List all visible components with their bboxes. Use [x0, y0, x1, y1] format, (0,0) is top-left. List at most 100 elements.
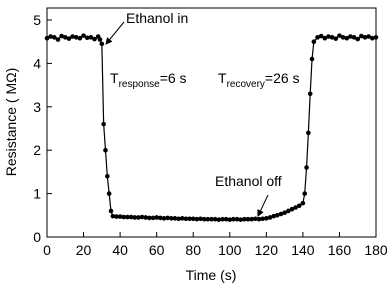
data-point [318, 33, 324, 39]
data-point [333, 36, 339, 41]
data-point [59, 33, 64, 39]
x-tick-label: 60 [149, 242, 165, 258]
data-point [238, 217, 244, 222]
data-point [205, 216, 211, 222]
data-point [271, 213, 276, 219]
data-point [165, 215, 170, 221]
data-point [209, 216, 214, 222]
data-point [110, 213, 116, 219]
data-point [158, 215, 163, 221]
data-point [77, 35, 83, 41]
data-point [105, 173, 110, 179]
data-point [344, 35, 350, 41]
data-point [366, 34, 371, 39]
annotation-symbol: T [218, 70, 227, 86]
data-point [88, 35, 94, 40]
annotation-sub: recovery [227, 79, 265, 90]
x-tick-label: 40 [112, 242, 128, 258]
y-tick-label: 4 [33, 55, 41, 71]
data-point [275, 213, 280, 218]
data-point [106, 191, 112, 196]
data-point [194, 216, 200, 222]
data-point [296, 203, 302, 209]
data-point [125, 214, 130, 220]
data-point [73, 35, 79, 40]
data-point [99, 41, 105, 47]
x-tick-label: 180 [364, 242, 387, 258]
data-point [84, 35, 90, 41]
data-point [373, 35, 379, 40]
data-point [267, 215, 273, 220]
y-axis-label: Resistance ( MΩ) [3, 68, 19, 177]
data-point [70, 34, 75, 39]
data-point [322, 35, 328, 41]
data-point [190, 216, 196, 222]
data-point [66, 36, 72, 41]
data-point [220, 216, 225, 222]
data-point [362, 35, 368, 40]
data-point [52, 35, 57, 40]
data-point [97, 37, 103, 42]
data-point [183, 216, 189, 222]
x-axis-label: Time (s) [186, 267, 237, 283]
data-point [285, 208, 291, 214]
data-point [92, 36, 97, 42]
data-point [256, 216, 262, 222]
data-point [231, 216, 236, 222]
data-point [311, 39, 317, 44]
data-point [161, 216, 167, 221]
data-point [172, 216, 178, 221]
data-point [198, 216, 203, 222]
data-point [359, 33, 364, 39]
y-tick-label: 3 [33, 99, 41, 115]
data-point [304, 165, 309, 170]
x-tick-label: 160 [328, 242, 352, 258]
data-point [128, 214, 134, 220]
data-point [101, 121, 106, 127]
series-line [46, 34, 377, 221]
annotation-rest: =26 s [265, 70, 300, 86]
data-point [245, 216, 251, 222]
data-point [306, 130, 311, 136]
data-point [309, 56, 315, 62]
y-tick-label: 1 [33, 186, 41, 202]
plot-frame [46, 7, 377, 238]
annotation-rest: =6 s [160, 70, 187, 86]
data-point [154, 215, 159, 220]
x-tick-label: 120 [255, 242, 279, 258]
data-point [264, 216, 269, 221]
data-point [289, 206, 295, 212]
data-point [300, 200, 306, 206]
data-point [179, 216, 185, 221]
data-point [150, 215, 156, 221]
data-point [234, 216, 240, 222]
y-tick-label: 2 [33, 142, 41, 158]
data-point [223, 216, 229, 222]
data-point [48, 34, 53, 39]
x-tick-label: 20 [76, 242, 92, 258]
data-point [282, 210, 287, 215]
data-point [168, 216, 174, 221]
y-tick-label: 0 [33, 229, 41, 245]
data-point [253, 216, 258, 222]
data-point [55, 37, 61, 42]
data-point [355, 36, 361, 42]
data-point [242, 216, 247, 222]
x-tick-label: 100 [218, 242, 242, 258]
y-tick-label: 5 [33, 12, 41, 28]
data-point [212, 216, 218, 222]
arrow [257, 194, 269, 217]
data-point [201, 216, 207, 222]
annotation-symbol: T [110, 70, 119, 86]
data-point [136, 215, 141, 220]
data-point [315, 35, 320, 40]
data-point [108, 208, 114, 214]
x-tick-label: 140 [291, 242, 315, 258]
annotation: Tresponse=6 s [110, 70, 187, 90]
x-tick-label: 0 [43, 242, 51, 258]
annotation-sub: response [119, 79, 161, 90]
data-point [103, 147, 108, 153]
data-point [340, 35, 346, 40]
data-point [139, 214, 145, 220]
arrow [105, 21, 125, 45]
